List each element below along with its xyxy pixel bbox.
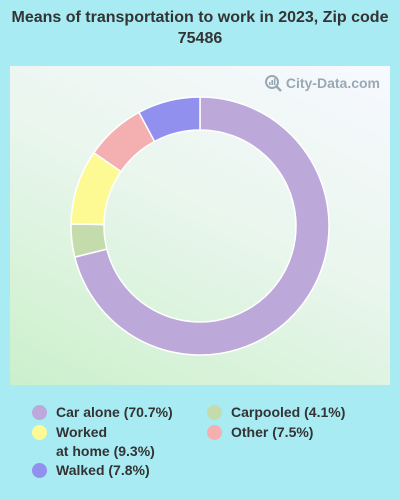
magnifier-chart-icon <box>264 75 282 92</box>
watermark-text: City-Data.com <box>285 75 380 91</box>
donut-slice-car-alone <box>73 96 330 356</box>
legend: Car alone (70.7%) Carpooled (4.1%) Worked … <box>32 403 392 487</box>
watermark: City-Data.com <box>264 74 380 92</box>
plot-area: City-Data.com <box>10 66 390 385</box>
donut-slice-walked <box>137 96 201 143</box>
chart-title: Means of transportation to work in 2023,… <box>11 9 389 47</box>
legend-swatch-worked-at-home <box>32 425 47 440</box>
legend-item-car-alone: Car alone (70.7%) <box>32 403 173 422</box>
legend-label-worked-at-home: Worked at home (9.3%) <box>56 424 155 459</box>
legend-label-walked: Walked (7.8%) <box>56 462 150 478</box>
legend-swatch-carpooled <box>207 405 222 420</box>
donut-chart <box>70 96 330 356</box>
legend-item-walked: Walked (7.8%) <box>32 461 150 480</box>
legend-swatch-walked <box>32 463 47 478</box>
legend-swatch-car-alone <box>32 405 47 420</box>
legend-label-car-alone: Car alone (70.7%) <box>56 404 173 420</box>
legend-item-carpooled: Carpooled (4.1%) <box>207 403 345 422</box>
legend-item-worked-at-home: Worked at home (9.3%) <box>32 423 155 461</box>
legend-item-other: Other (7.5%) <box>207 423 313 442</box>
legend-label-carpooled: Carpooled (4.1%) <box>231 404 346 420</box>
legend-swatch-other <box>207 425 222 440</box>
legend-label-other: Other (7.5%) <box>231 424 314 440</box>
